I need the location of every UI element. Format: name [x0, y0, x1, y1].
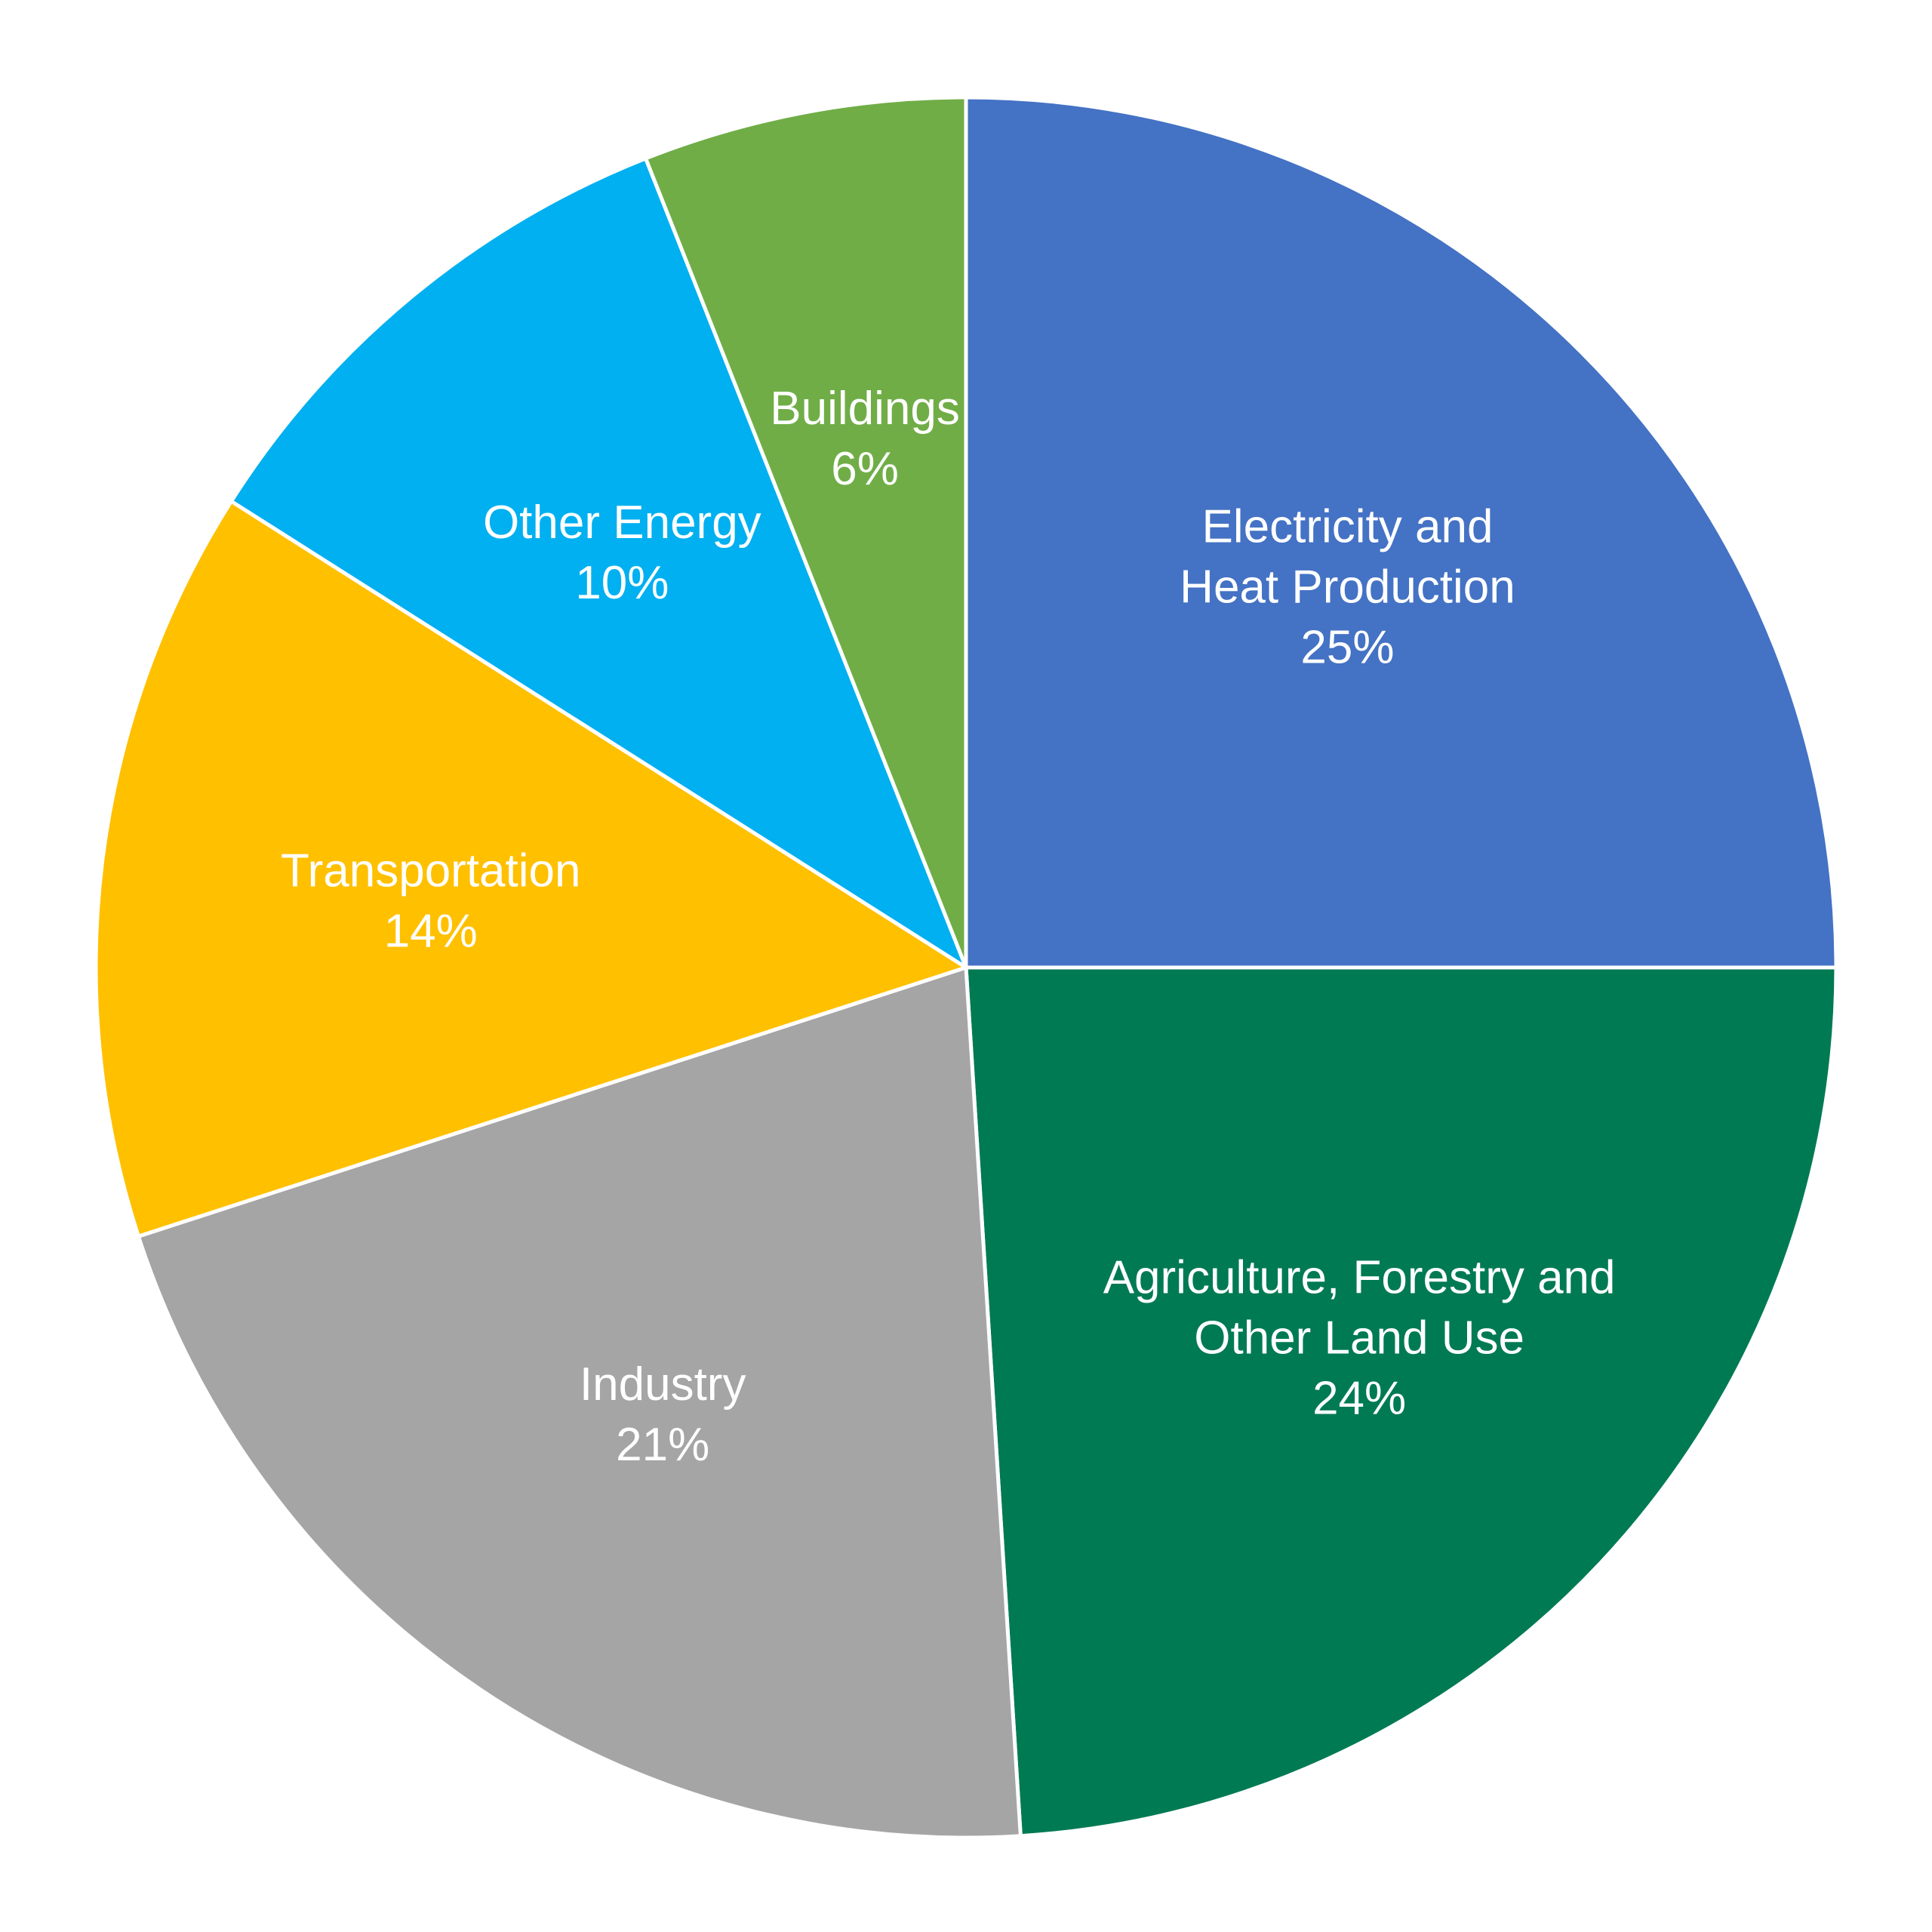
slice-value-label: 10% — [575, 557, 669, 609]
slice-value-label: 6% — [831, 443, 899, 495]
slice-value-label: 14% — [384, 905, 478, 957]
pie-labels: Electricity and Heat Production 25% Agricul… — [281, 383, 1615, 1471]
slice-category-label: Heat Production — [1180, 561, 1515, 614]
slice-value-label: 21% — [616, 1419, 709, 1471]
slice-category-label: Buildings — [770, 383, 960, 435]
pie-slice — [964, 965, 1838, 1838]
slice-category-label: Transportation — [281, 844, 580, 897]
pie-slice — [94, 499, 968, 1238]
pie-slice — [964, 95, 1838, 970]
pie-slice — [644, 95, 968, 970]
pie-slice — [229, 156, 968, 970]
slice-label: Agriculture, Forestry and Other Land Use 2… — [1103, 1251, 1616, 1424]
slice-category-label: Other Land Use — [1194, 1312, 1524, 1364]
slice-label: Transportation 14% — [281, 844, 580, 957]
slice-value-label: 24% — [1312, 1372, 1406, 1424]
slice-label: Electricity and Heat Production 25% — [1180, 501, 1515, 674]
slice-category-label: Industry — [580, 1358, 746, 1411]
pie-slices — [94, 95, 1838, 1840]
slice-label: Other Energy 10% — [483, 497, 761, 609]
slice-value-label: 25% — [1300, 622, 1394, 674]
slice-label: Industry 21% — [580, 1358, 746, 1471]
slice-label: Buildings 6% — [770, 383, 960, 495]
slice-category-label: Agriculture, Forestry and — [1103, 1251, 1616, 1303]
slice-category-label: Electricity and — [1202, 501, 1494, 553]
pie-slice — [136, 965, 1023, 1840]
slice-category-label: Other Energy — [483, 497, 761, 549]
